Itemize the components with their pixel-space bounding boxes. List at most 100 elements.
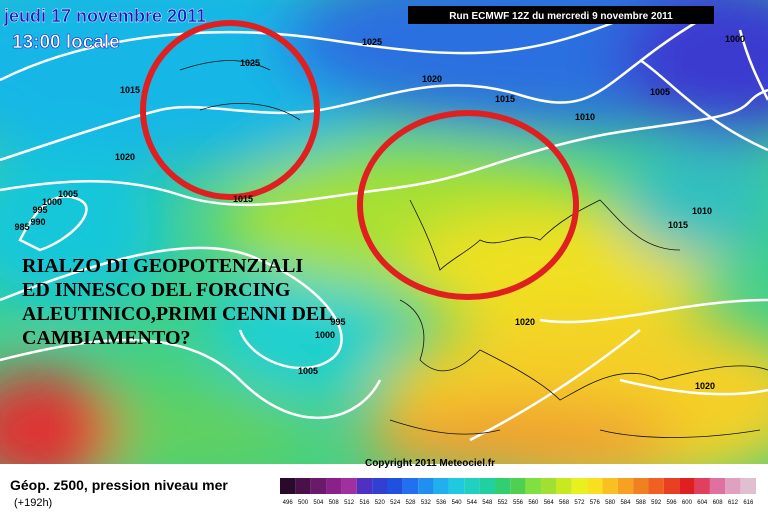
scale-cell [372, 478, 388, 494]
scale-cell [479, 478, 495, 494]
scale-label: 604 [697, 500, 708, 506]
isobar-label: 1000 [42, 197, 62, 207]
isobar-label: 1000 [315, 330, 335, 340]
field: 1025101510251020101510051000101010201005… [0, 0, 768, 464]
scale-label: 584 [620, 500, 631, 506]
scale-label: 564 [544, 500, 555, 506]
scale-label: 516 [359, 500, 370, 506]
scale-cell [510, 478, 526, 494]
scale-cell [725, 478, 741, 494]
scale-label: 592 [651, 500, 662, 506]
scale-cell [602, 478, 618, 494]
scale-cell [617, 478, 634, 494]
scale-label: 512 [344, 500, 355, 506]
scale-label: 568 [559, 500, 570, 506]
time-label: 13:00 locale [12, 32, 120, 53]
isobar-label: 1000 [725, 34, 745, 44]
scale-label: 616 [743, 500, 754, 506]
scale-cell [571, 478, 588, 494]
scale-cell [541, 478, 557, 494]
scale-cell [633, 478, 649, 494]
scale-label: 560 [528, 500, 539, 506]
scale-cell [694, 478, 710, 494]
scale-cell [494, 478, 511, 494]
scale-label: 500 [298, 500, 309, 506]
scale-cell [295, 478, 311, 494]
scale-label: 556 [513, 500, 524, 506]
isobar-lines [0, 18, 768, 442]
scale-label: 528 [406, 500, 417, 506]
scale-label: 576 [590, 500, 601, 506]
scale-label: 540 [452, 500, 463, 506]
run-label: Run ECMWF 12Z du mercredi 9 novembre 201… [449, 11, 673, 22]
isobar-label: 1020 [515, 317, 535, 327]
legend-title: Géop. z500, pression niveau mer [10, 477, 228, 493]
isobar-label: 995 [330, 317, 345, 327]
isobar-label: 1020 [695, 381, 715, 391]
scale-cell [709, 478, 726, 494]
isobar-label: 1005 [298, 366, 318, 376]
scale-cell [740, 478, 756, 494]
scale-label: 548 [482, 500, 493, 506]
isobar-label: 1015 [233, 194, 253, 204]
scale-label: 552 [498, 500, 509, 506]
scale-label: 508 [329, 500, 340, 506]
scale-cell [587, 478, 603, 494]
isobar-label: 1015 [668, 220, 688, 230]
run-box [408, 6, 714, 24]
isobar-label: 1025 [240, 58, 260, 68]
scale-label: 596 [667, 500, 678, 506]
scale-label: 580 [605, 500, 616, 506]
isobar-label: 1015 [120, 85, 140, 95]
isobar-label: 1025 [362, 37, 382, 47]
scale-label: 612 [728, 500, 739, 506]
scale-label: 536 [436, 500, 447, 506]
isobar-label: 1015 [495, 94, 515, 104]
isobar-label: 1020 [115, 152, 135, 162]
date-label: jeudi 17 novembre 2011 [3, 6, 206, 26]
highlight-circle [357, 110, 579, 300]
isobar-label: 1020 [422, 74, 442, 84]
scale-cell [326, 478, 342, 494]
scale-label: 544 [467, 500, 478, 506]
isobar-label: 1005 [650, 87, 670, 97]
isobar-label: 990 [30, 217, 45, 227]
scale-label: 496 [283, 500, 294, 506]
scale-cell [356, 478, 373, 494]
isobar-label: 1010 [575, 112, 595, 122]
legend-subtitle: (+192h) [14, 497, 52, 509]
scale-label: 520 [375, 500, 386, 506]
annotation-line: RIALZO DI GEOPOTENZIALI [22, 255, 303, 277]
scale-cell [525, 478, 542, 494]
scale-label: 532 [421, 500, 432, 506]
scale-label: 608 [713, 500, 724, 506]
copyright: Copyright 2011 Meteociel.fr [365, 458, 495, 469]
scale-cell [556, 478, 572, 494]
scale-label: 588 [636, 500, 647, 506]
scale-cell [663, 478, 680, 494]
scale-cell [448, 478, 465, 494]
scale-cell [387, 478, 403, 494]
scale-label: 600 [682, 500, 693, 506]
scale-cell [280, 478, 296, 494]
isobar-label: 995 [32, 205, 47, 215]
coastlines [179, 60, 768, 438]
isobar-label: 1005 [58, 189, 78, 199]
scale-label: 572 [574, 500, 585, 506]
annotation-line: ED INNESCO DEL FORCING [22, 279, 291, 301]
isobar-label: 1010 [692, 206, 712, 216]
scale-label: 524 [390, 500, 401, 506]
isobar-label: 985 [14, 222, 29, 232]
scale-cell [402, 478, 419, 494]
highlight-circle [140, 20, 320, 200]
annotation-line: CAMBIAMENTO? [22, 327, 191, 349]
scale-cell [341, 478, 357, 494]
scale-cell [464, 478, 480, 494]
scale-cell [648, 478, 664, 494]
scale-cell [433, 478, 449, 494]
scale-cell [418, 478, 434, 494]
scale-cell [310, 478, 327, 494]
scale-label: 504 [313, 500, 324, 506]
scale-cell [679, 478, 695, 494]
